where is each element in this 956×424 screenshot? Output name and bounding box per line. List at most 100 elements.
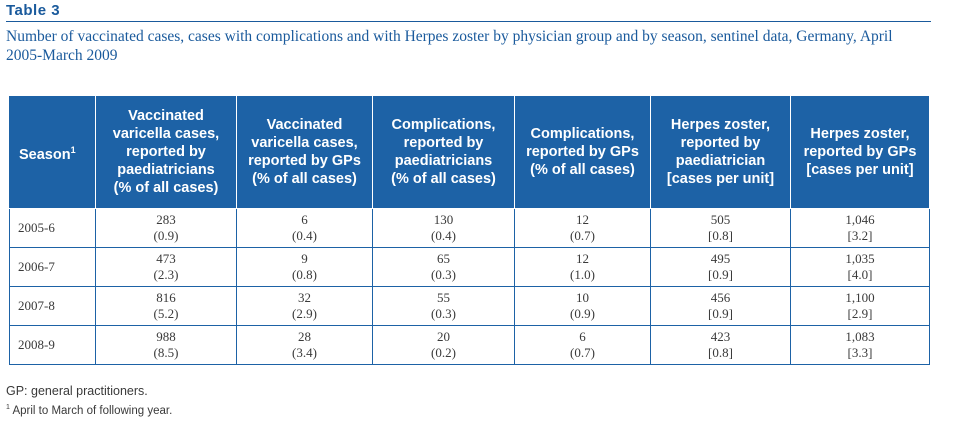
value-cell: 9 (0.8)	[236, 247, 373, 287]
header-line: reported by	[680, 135, 761, 151]
value-cell: 1,035 [4.0]	[790, 247, 930, 287]
value-cell: 423 [0.8]	[650, 325, 791, 365]
cell-value: 6	[579, 329, 586, 344]
header-row: Season1 Vaccinated varicella cases, report…	[9, 95, 930, 209]
value-cell: 32 (2.9)	[236, 286, 373, 326]
season-cell: 2005-6	[9, 208, 96, 248]
cell-share: (5.2)	[153, 306, 179, 321]
cell-share: [0.8]	[708, 228, 733, 243]
value-cell: 988 (8.5)	[95, 325, 237, 365]
cell-share: (0.2)	[431, 345, 456, 360]
value-cell: 130 (0.4)	[372, 208, 515, 248]
table-body: 2005-6 283 (0.9) 6 (0.4) 130 (0.4) 12 (0.7) 505 [0…	[9, 208, 930, 365]
cell-value: 65	[437, 251, 450, 266]
header-line: Herpes zoster,	[810, 126, 910, 142]
cell-value: 495	[710, 251, 731, 266]
cell-value: 456	[710, 290, 731, 305]
value-cell: 1,046 [3.2]	[790, 208, 930, 248]
value-cell: 1,083 [3.3]	[790, 325, 930, 365]
header-col-6: Herpes zoster, reported by GPs [cases per …	[790, 95, 930, 209]
header-line: reported by	[126, 144, 206, 160]
header-line: paediatricians	[394, 153, 493, 169]
cell-value: 473	[156, 251, 176, 266]
header-line: varicella cases,	[251, 135, 358, 151]
value-cell: 6 (0.4)	[236, 208, 373, 248]
header-line: Complications,	[530, 126, 635, 142]
cell-value: 12	[576, 251, 589, 266]
cell-share: (0.4)	[292, 228, 317, 243]
value-cell: 495 [0.9]	[650, 247, 791, 287]
header-line: reported by GPs	[803, 144, 917, 160]
header-line: (% of all cases)	[252, 171, 357, 187]
cell-share: (1.0)	[570, 267, 595, 282]
cell-value: 28	[298, 329, 311, 344]
title-rule	[6, 21, 931, 22]
season-cell: 2008-9	[9, 325, 96, 365]
value-cell: 55 (0.3)	[372, 286, 515, 326]
cell-share: [0.9]	[708, 267, 733, 282]
header-col-2: Vaccinated varicella cases, reported by GP…	[236, 95, 373, 209]
value-cell: 12 (1.0)	[514, 247, 651, 287]
table-row: 2006-7 473 (2.3) 9 (0.8) 65 (0.3) 12 (1.0) 495 [0.…	[9, 247, 930, 287]
cell-share: [0.8]	[708, 345, 733, 360]
header-line: Vaccinated	[128, 108, 204, 124]
cell-share: (2.3)	[153, 267, 179, 282]
cell-share: (0.4)	[431, 228, 456, 243]
header-line: reported by	[403, 135, 484, 151]
cell-value: 55	[437, 290, 450, 305]
value-cell: 65 (0.3)	[372, 247, 515, 287]
cell-share: (0.9)	[153, 228, 179, 243]
header-col-4: Complications, reported by GPs (% of all c…	[514, 95, 651, 209]
season-cell: 2006-7	[9, 247, 96, 287]
header-line: (% of all cases)	[113, 180, 219, 196]
table-row: 2005-6 283 (0.9) 6 (0.4) 130 (0.4) 12 (0.7) 505 [0…	[9, 208, 930, 248]
value-cell: 283 (0.9)	[95, 208, 237, 248]
header-line: paediatrician	[675, 153, 766, 169]
cell-value: 283	[156, 212, 176, 227]
cell-share: (3.4)	[292, 345, 317, 360]
cell-share: (2.9)	[292, 306, 317, 321]
header-season-sup: 1	[70, 144, 76, 155]
cell-share: (0.9)	[570, 306, 595, 321]
cell-share: (0.3)	[431, 267, 456, 282]
header-col-1: Vaccinated varicella cases, reported by pae…	[95, 95, 237, 209]
footnote-season-text: April to March of following year.	[9, 404, 173, 417]
cell-share: (0.7)	[570, 228, 595, 243]
value-cell: 12 (0.7)	[514, 208, 651, 248]
cell-value: 423	[710, 329, 731, 344]
header-col-3: Complications, reported by paediatricians (…	[372, 95, 515, 209]
cell-value: 816	[156, 290, 176, 305]
header-line: reported by GPs	[248, 153, 361, 169]
cell-share: [3.2]	[847, 228, 873, 243]
header-line: Herpes zoster,	[670, 117, 771, 133]
cell-share: (0.7)	[570, 345, 595, 360]
value-cell: 505 [0.8]	[650, 208, 791, 248]
value-cell: 473 (2.3)	[95, 247, 237, 287]
cell-value: 1,083	[845, 329, 875, 344]
table-row: 2008-9 988 (8.5) 28 (3.4) 20 (0.2) 6 (0.7) 423 [0.…	[9, 325, 930, 365]
header-season-label: Season	[19, 146, 71, 163]
header-line: [cases per unit]	[666, 171, 775, 187]
header-line: (% of all cases)	[391, 171, 496, 187]
header-line: [cases per unit]	[806, 162, 914, 178]
value-cell: 10 (0.9)	[514, 286, 651, 326]
header-col-5: Herpes zoster, reported by paediatrician [c…	[650, 95, 791, 209]
header-line: Vaccinated	[266, 117, 343, 133]
table-label: Table 3	[6, 2, 61, 19]
value-cell: 816 (5.2)	[95, 286, 237, 326]
table-row: 2007-8 816 (5.2) 32 (2.9) 55 (0.3) 10 (0.9) 456 [0…	[9, 286, 930, 326]
cell-value: 32	[298, 290, 311, 305]
cell-share: [2.9]	[847, 306, 873, 321]
cell-value: 10	[576, 290, 589, 305]
cell-share: (0.3)	[431, 306, 456, 321]
cell-share: [4.0]	[847, 267, 873, 282]
cell-share: (8.5)	[153, 345, 179, 360]
cell-value: 1,035	[845, 251, 875, 266]
cell-value: 9	[301, 251, 308, 266]
value-cell: 20 (0.2)	[372, 325, 515, 365]
cell-share: (0.8)	[292, 267, 317, 282]
season-cell: 2007-8	[9, 286, 96, 326]
header-line: varicella cases,	[112, 126, 220, 142]
cell-share: [3.3]	[847, 345, 873, 360]
header-line: (% of all cases)	[530, 162, 635, 178]
